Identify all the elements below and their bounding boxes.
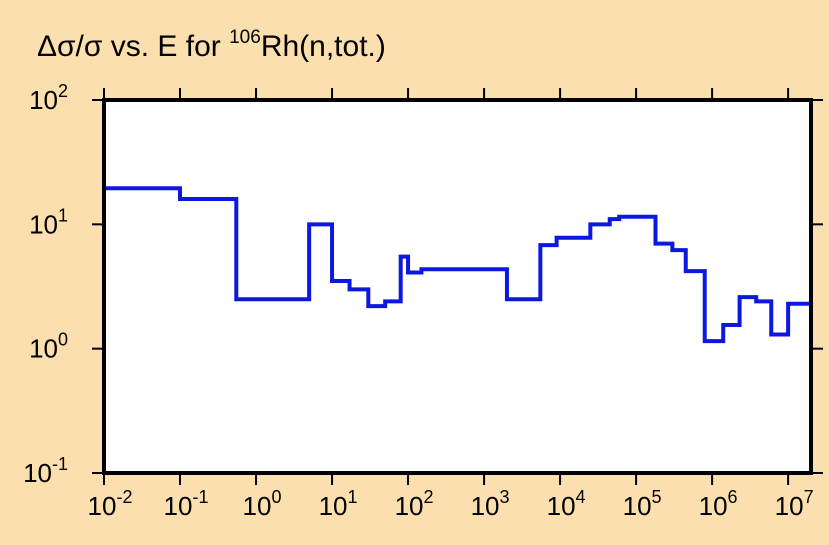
y-tick-label: 101 [29, 205, 68, 239]
x-tick-label: 101 [319, 487, 358, 521]
y-tick-label: 102 [29, 81, 68, 115]
x-tick-label: 100 [243, 487, 282, 521]
x-tick-label: 102 [395, 487, 434, 521]
x-tick-label: 104 [547, 487, 586, 521]
x-tick-label: 105 [623, 487, 662, 521]
x-tick-label: 10-2 [88, 487, 133, 521]
y-tick-label: 10-1 [23, 454, 68, 488]
x-tick-label: 103 [471, 487, 510, 521]
chart-title: Δσ/σ vs. E for 106Rh(n,tot.) [37, 27, 386, 63]
plot-frame [102, 98, 813, 475]
x-tick-label: 10-1 [164, 487, 209, 521]
x-tick-label: 106 [699, 487, 738, 521]
plot-area [104, 100, 811, 473]
axis-tick-labels: 10-2 10-1 100 101 102 103 104 105 106 107 10-1 100 1… [23, 81, 814, 521]
x-tick-label: 107 [775, 487, 814, 521]
series-step-line [102, 186, 813, 473]
y-tick-label: 100 [29, 330, 68, 364]
